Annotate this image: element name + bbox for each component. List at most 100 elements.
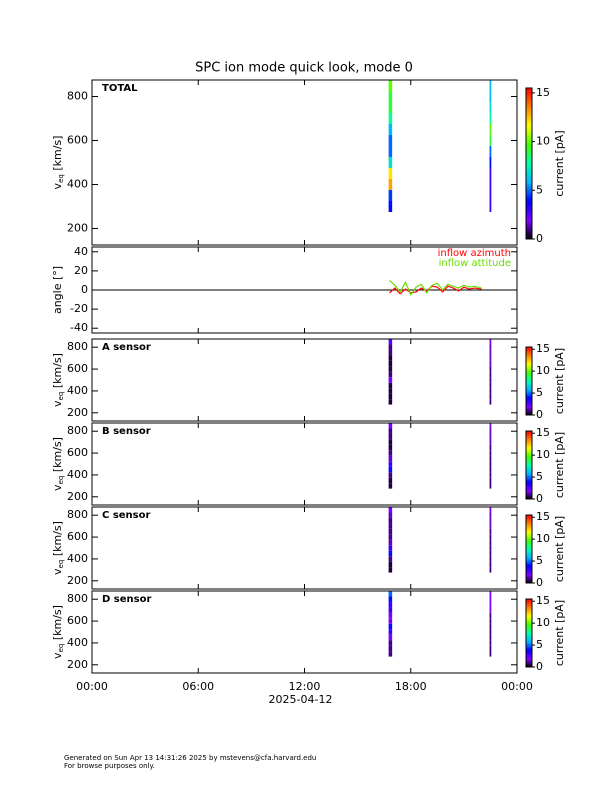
colorbar-swatch — [526, 118, 532, 122]
y-tick-label: 800 — [67, 508, 88, 521]
colorbar-swatch — [526, 120, 532, 124]
heatmap-cell — [388, 539, 393, 546]
colorbar-swatch — [526, 622, 532, 625]
colorbar-frame — [525, 87, 533, 240]
x-tick-label: 00:00 — [501, 680, 533, 693]
y-axis-label-unit: [km/s] — [51, 605, 64, 644]
colorbar-swatch — [526, 371, 532, 374]
colorbar-swatch — [526, 148, 532, 152]
colorbar-swatch — [526, 475, 532, 477]
colorbar-swatch — [526, 198, 532, 202]
heatmap-cell — [489, 561, 492, 568]
colorbar-tick-label: 15 — [536, 426, 550, 439]
heatmap-cell — [489, 483, 492, 489]
colorbar-swatch — [526, 645, 532, 647]
colorbar-swatch — [526, 539, 532, 542]
colorbar-swatch — [526, 433, 532, 435]
colorbar-swatch — [526, 626, 532, 628]
colorbar-swatch — [526, 171, 532, 174]
colorbar-swatch — [526, 640, 532, 643]
series-line — [389, 279, 482, 297]
colorbar-swatch — [526, 379, 532, 382]
colorbar-swatch — [526, 651, 532, 653]
y-axis-label-main: v — [51, 182, 64, 189]
y-axis-label: veq [km/s] — [51, 136, 65, 190]
heatmap-cell — [388, 455, 393, 462]
colorbar-swatch — [526, 578, 532, 580]
heatmap-cell — [388, 377, 393, 383]
y-tick-label: -20 — [70, 302, 88, 315]
heatmap-cell — [489, 423, 492, 429]
colorbar-swatch — [526, 546, 532, 549]
colorbar-swatch — [526, 435, 532, 437]
colorbar-tick-label: 5 — [536, 638, 543, 651]
heatmap-cell — [489, 355, 492, 361]
colorbar-swatch — [526, 579, 532, 582]
y-axis-label: veq [km/s] — [51, 353, 65, 407]
colorbar-swatch — [526, 103, 532, 106]
colorbar-swatch — [526, 465, 532, 467]
y-axis-label-main: v — [51, 652, 64, 659]
colorbar-tick-label: 10 — [536, 448, 550, 461]
colorbar-swatch — [526, 354, 532, 357]
heatmap-cell — [388, 80, 393, 91]
colorbar-swatch — [526, 173, 532, 177]
colorbar-swatch — [526, 551, 532, 553]
colorbar-tick-label: 10 — [536, 616, 550, 629]
colorbar-frame — [525, 430, 533, 500]
colorbar-swatch — [526, 393, 532, 395]
colorbar-swatch — [526, 387, 532, 390]
colorbar-swatch — [526, 203, 532, 207]
legend-entry: inflow azimuth — [438, 248, 511, 259]
panel-label: B sensor — [102, 426, 151, 437]
colorbar-swatch — [526, 580, 532, 583]
heatmap-cell — [388, 428, 393, 434]
colorbar-swatch — [526, 656, 532, 659]
x-tick-label: 00:00 — [76, 680, 108, 693]
colorbar-swatch — [526, 444, 532, 447]
colorbar-swatch — [526, 662, 532, 664]
colorbar-swatch — [526, 140, 532, 144]
colorbar-swatch — [526, 564, 532, 567]
colorbar-swatch — [526, 401, 532, 403]
series-line — [389, 285, 482, 295]
colorbar-swatch — [526, 536, 532, 538]
colorbar-swatch — [526, 541, 532, 543]
colorbar-swatch — [526, 442, 532, 444]
y-tick-label: 200 — [67, 406, 88, 419]
colorbar-swatch — [526, 441, 532, 443]
colorbar-swatch — [526, 515, 532, 517]
heatmap-cell — [489, 601, 492, 608]
colorbar-swatch — [526, 168, 532, 172]
heatmap-cell — [388, 607, 393, 613]
colorbar-swatch — [526, 563, 532, 566]
heatmap-cell — [388, 190, 393, 201]
heatmap-cell — [388, 399, 393, 405]
colorbar-swatch — [526, 661, 532, 663]
heatmap-cell — [388, 366, 393, 372]
y-axis-label: veq [km/s] — [51, 605, 65, 659]
colorbar-swatch — [526, 637, 532, 639]
colorbar-swatch — [526, 115, 532, 119]
colorbar-swatch — [526, 208, 532, 212]
colorbar-swatch — [526, 386, 532, 389]
heatmap-cell — [388, 612, 393, 619]
y-tick-label: 400 — [67, 468, 88, 481]
colorbar-tick-label: 10 — [536, 532, 550, 545]
colorbar-swatch — [526, 398, 532, 400]
colorbar-swatch — [526, 600, 532, 602]
colorbar-swatch — [526, 93, 532, 96]
colorbar-swatch — [526, 452, 532, 454]
colorbar-swatch — [526, 453, 532, 456]
heatmap-cell — [489, 591, 492, 597]
y-axis-label: angle [°] — [51, 266, 64, 314]
y-axis-label-main: v — [51, 400, 64, 407]
colorbar-tick-label: 10 — [536, 364, 550, 377]
colorbar-swatch — [526, 358, 532, 360]
colorbar-swatch — [526, 153, 532, 157]
colorbar-swatch — [526, 233, 532, 237]
colorbar-swatch — [526, 365, 532, 367]
colorbar-swatch — [526, 493, 532, 495]
colorbar-swatch — [526, 359, 532, 361]
colorbar-swatch — [526, 467, 532, 469]
